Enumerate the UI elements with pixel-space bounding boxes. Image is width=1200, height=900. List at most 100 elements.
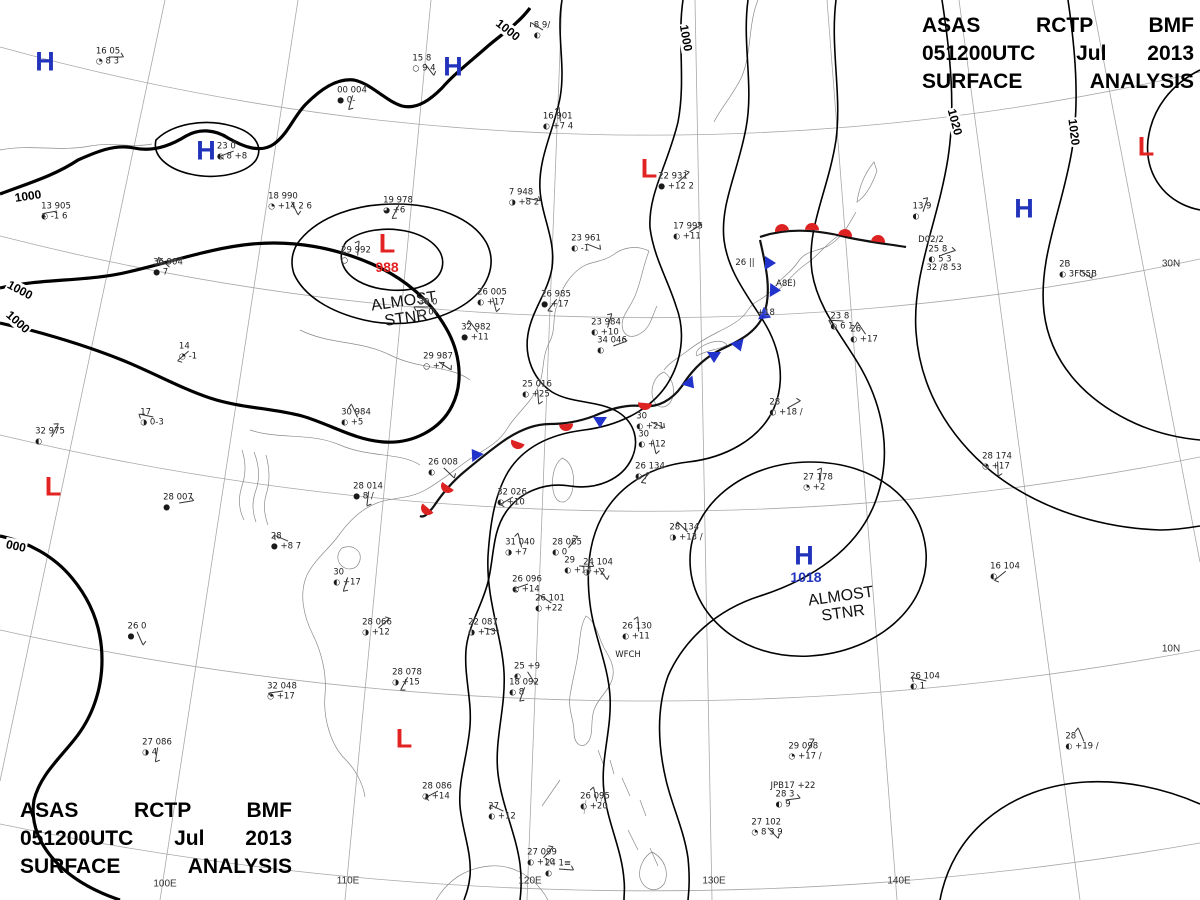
meridian-line — [0, 0, 166, 782]
isobar-1000 — [0, 241, 461, 444]
station-plot: 23 8 ◐ 6 1 — [828, 312, 854, 332]
warm-front-symbol — [638, 402, 652, 410]
station-cloud-cover-icon: ◐ — [830, 321, 838, 331]
cold-front-symbol — [707, 352, 721, 363]
station-plot: 25 8 ◐ 5 3 — [928, 245, 956, 265]
station-cloud-cover-icon: ◑ — [468, 627, 476, 637]
river-line — [0, 143, 153, 151]
station-cloud-cover-icon: ◑ — [140, 417, 148, 427]
wind-barb-icon — [828, 319, 844, 325]
cold-front-symbol — [471, 448, 484, 463]
station-plot: 16 05 ◔ 8 3 — [96, 47, 125, 67]
station-cloud-cover-icon: ● — [353, 491, 361, 501]
low-pressure-marker: L — [1137, 131, 1155, 162]
station-plot: 00 004 ● 0- — [337, 86, 367, 110]
station-cloud-cover-icon: ○ — [412, 63, 420, 73]
station-cloud-cover-icon: ◐ — [990, 571, 998, 581]
station-cloud-cover-icon: ◐ — [535, 603, 543, 613]
graticule-label: 120E — [518, 875, 542, 887]
isobar-value-label: 1000 — [12, 187, 44, 205]
product-type: SURFACE ANALYSIS — [922, 70, 1194, 93]
isobar-line — [939, 780, 1200, 900]
isobar-value-label: 000 — [3, 536, 29, 556]
coastline-hokkaido — [856, 161, 878, 203]
station-plot: 15 8 ○ 9 4 — [412, 53, 436, 76]
station-plot: 26 134 ◐ / — [635, 461, 665, 484]
isobar-value-label: 1000 — [2, 307, 34, 337]
warm-front-symbol — [871, 235, 885, 243]
coastline-china — [302, 300, 560, 798]
coastline-korea — [621, 250, 658, 337]
station-cloud-cover-icon: ● — [127, 631, 135, 641]
warm-front-symbol — [441, 481, 454, 493]
station-plot: 27 102 ◔ 8 3 9 — [751, 817, 783, 839]
station-plot: 32 975 ◐ — [35, 422, 65, 447]
station-cloud-cover-icon: ◔ — [267, 691, 275, 701]
cold-front-symbol — [681, 375, 695, 389]
map-text-label: WFCH — [615, 650, 641, 660]
isobar-line — [658, 0, 886, 900]
station-cloud-cover-icon: ○ — [418, 307, 426, 317]
coastline-japan — [775, 235, 839, 293]
station-plot: 19 978 ◕ +6 — [383, 196, 413, 219]
station-cloud-cover-icon: ● — [658, 181, 666, 191]
cold-front-symbol — [765, 256, 776, 270]
station-cloud-cover-icon: ◑ — [583, 567, 591, 577]
coastline-primorye — [713, 0, 759, 123]
station-plot: 13 9 ◐ — [912, 196, 931, 222]
isobar-line — [458, 0, 637, 900]
station-cloud-cover-icon: ◐ — [35, 436, 43, 446]
cold-front-symbol — [769, 283, 781, 297]
station-cloud-cover-icon: ● — [461, 332, 469, 342]
station-plot: 29 992 ○ — [341, 239, 371, 266]
coastline-shikoku — [695, 340, 728, 357]
station-plot: 26 101 ◐ +22 — [535, 593, 565, 614]
coastline-borneo — [435, 865, 549, 900]
pressure-center-value: 988 — [375, 259, 399, 275]
station-cloud-cover-icon: ◐ — [513, 671, 521, 681]
station-plot: 17 995 ◐ +11 — [673, 221, 703, 242]
station-plot: 28 086 ◑ +14 — [422, 781, 452, 802]
warm-front-symbol — [805, 223, 819, 231]
station-cloud-cover-icon: ● — [337, 95, 345, 105]
station-cloud-cover-icon: ◐ — [769, 407, 777, 417]
station-plot: 22 931 ● +12 2 — [658, 169, 694, 192]
station-plot: 2B ◐ 3FG5B — [1059, 259, 1097, 280]
warm-front-symbol — [511, 439, 525, 449]
warm-front-symbols — [421, 223, 885, 515]
coastline-taiwan — [552, 457, 574, 503]
station-cloud-cover-icon: ◐ — [41, 211, 49, 221]
coastline-mindanao — [639, 851, 667, 891]
station-cloud-cover-icon: ◔ — [178, 351, 186, 361]
station-cloud-cover-icon: ◐ — [1065, 741, 1073, 751]
coastline-philippine-islands — [541, 749, 659, 867]
station-plot: 28 134 ◑ +13 / — [669, 521, 703, 543]
station-plot: 36 904 ● 7 — [153, 256, 183, 278]
station-plot: 29 098 ◔ +17 / — [788, 738, 822, 762]
station-plot: 28 ◐ +19 / — [1065, 726, 1099, 752]
warm-front-line — [759, 229, 907, 249]
station-cloud-cover-icon: ◐ — [509, 687, 517, 697]
station-cloud-cover-icon: ◐ — [850, 334, 858, 344]
station-plot: 26 095 ◐ +20 — [580, 786, 610, 812]
station-cloud-cover-icon: ◑ — [422, 791, 430, 801]
graticule-label: 10N — [1161, 643, 1181, 655]
high-pressure-marker: H — [443, 51, 463, 82]
station-cloud-cover-icon: ● — [541, 299, 549, 309]
river-line — [299, 329, 471, 381]
warm-front-symbol — [559, 423, 573, 431]
station-cloud-cover-icon: ◔ — [803, 482, 811, 492]
stationary-front-line — [419, 404, 643, 518]
isobar-line — [1146, 69, 1200, 211]
coastline-kyushu — [651, 371, 674, 408]
station-plot: 26 008 ◐ — [428, 457, 458, 478]
station-cloud-cover-icon: ◐ — [912, 211, 920, 221]
graticule-label: 100E — [153, 878, 177, 890]
low-pressure-marker: L — [44, 471, 62, 502]
station-plot: 26 096 ◐ +14 — [512, 574, 542, 595]
station-plot: 30 ◐ +21 — [636, 411, 666, 432]
station-plot: 28 014 ● 8 / — [353, 482, 383, 507]
isobar-line — [587, 0, 782, 900]
